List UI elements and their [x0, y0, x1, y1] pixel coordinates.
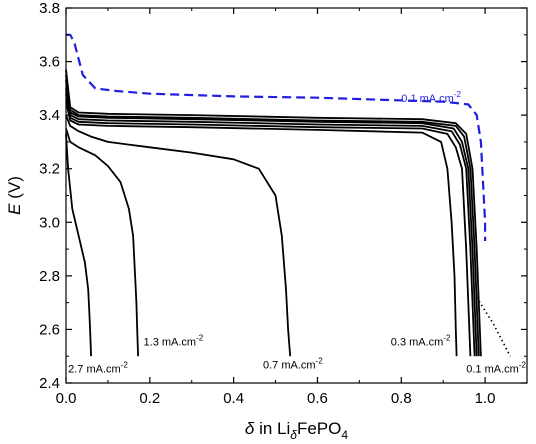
series-line-11: [65, 133, 92, 357]
x-axis-title: δ in LiδFePO4: [245, 419, 348, 442]
series-line-3: [65, 69, 482, 357]
x-axis-title-symbol: δ: [245, 419, 255, 438]
rate-label: 0.1 mA.cm-2: [401, 90, 461, 105]
rate-label: 2.7 mA.cm-2: [68, 360, 128, 375]
series-line-9: [65, 114, 292, 357]
series-line-10: [65, 128, 139, 357]
series-line-1: [66, 33, 487, 241]
y-tick-label: 2.8: [39, 268, 60, 285]
series-line-8: [65, 101, 458, 357]
series-line-5: [65, 80, 478, 357]
x-tick-label: 0.4: [223, 390, 244, 407]
x-tick-label: 1.0: [475, 390, 496, 407]
y-tick-label: 2.4: [39, 375, 60, 392]
x-tick-label: 0.8: [391, 390, 412, 407]
annotation-layer: 0.1 mA.cm-2 1.3 mA.cm-2 0.7 mA.cm-2 0.3 mA.…: [68, 90, 526, 376]
y-axis-title-unit: (V): [5, 176, 24, 203]
y-tick-label: 3.8: [39, 0, 60, 17]
y-tick-label: 3.6: [39, 54, 60, 71]
x-axis-title-sub2: 4: [341, 428, 348, 442]
tick-layer: 0.0 0.2 0.4 0.6 0.8 1.0 2.4 2.6 2.8 3.0 3.2 3.4 3.6 3…: [39, 0, 528, 407]
rate-label: 0.7 mA.cm-2: [263, 356, 323, 371]
y-tick-label: 2.6: [39, 321, 60, 338]
series-line-6: [65, 88, 476, 357]
x-tick-label: 0.2: [139, 390, 160, 407]
rate-label: 1.3 mA.cm-2: [144, 334, 204, 349]
series-line-4: [65, 74, 480, 357]
y-tick-label: 3.0: [39, 214, 60, 231]
x-tick-label: 0.6: [307, 390, 328, 407]
y-tick-label: 3.4: [39, 107, 60, 124]
x-axis-title-sub1: δ: [290, 428, 297, 442]
rate-label: 0.1 mA.cm-2: [466, 360, 526, 375]
y-tick-label: 3.2: [39, 161, 60, 178]
series-line-7: [65, 93, 472, 357]
series-layer: [65, 33, 511, 357]
x-axis-title-text: in Li: [254, 419, 290, 438]
plot-frame: [65, 7, 528, 384]
x-tick-label: 0.0: [56, 390, 77, 407]
y-axis-title: E (V): [5, 176, 24, 215]
y-axis-title-symbol: E: [5, 203, 24, 215]
rate-label: 0.3 mA.cm-2: [391, 334, 451, 349]
x-axis-title-text-end: FePO: [297, 419, 341, 438]
series-line-2: [476, 296, 511, 357]
